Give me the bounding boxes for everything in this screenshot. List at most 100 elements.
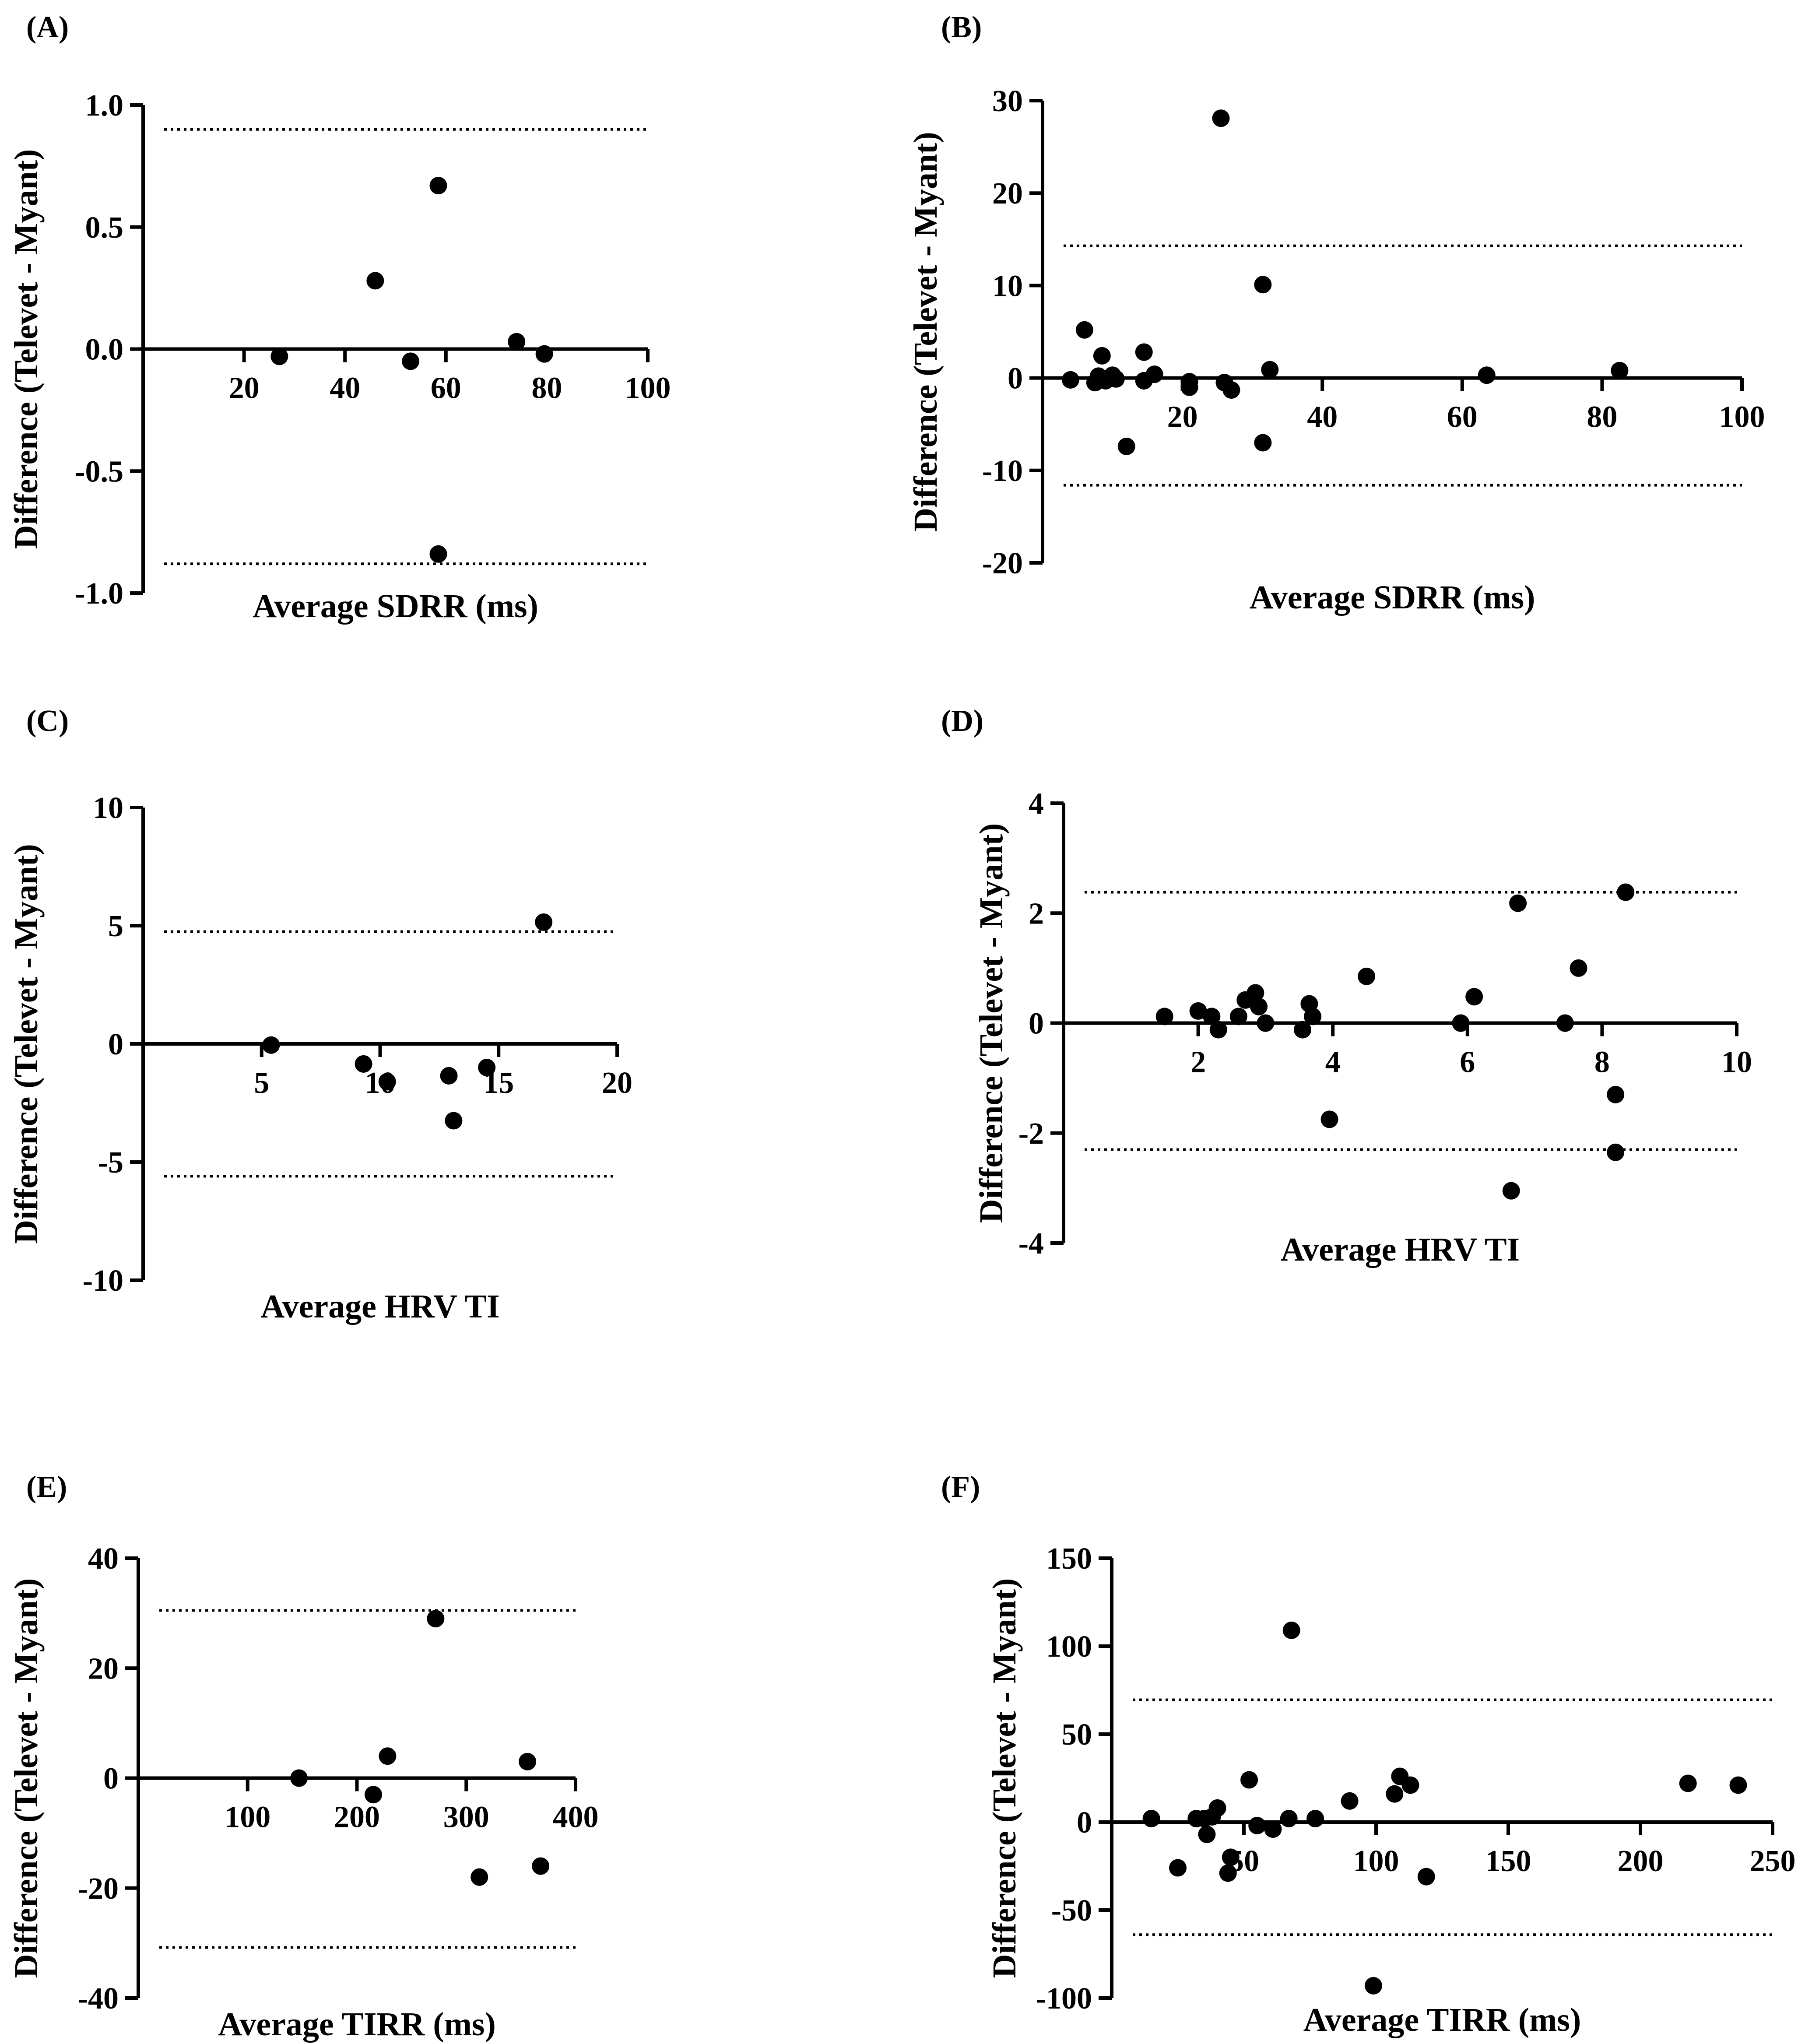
data-point <box>1607 1143 1625 1161</box>
data-point <box>429 545 447 563</box>
data-point <box>1280 1809 1298 1827</box>
x-axis-title: Average TIRR (ms) <box>218 2006 496 2043</box>
x-axis-title: Average TIRR (ms) <box>1303 2002 1581 2038</box>
data-point <box>378 1073 396 1091</box>
x-axis-title: Average SDRR (ms) <box>253 588 538 625</box>
data-point <box>445 1112 463 1130</box>
data-point <box>1282 1621 1300 1639</box>
y-tick-label: 100 <box>1046 1630 1092 1664</box>
x-tick-label: 20 <box>229 372 260 405</box>
data-point <box>1364 1977 1382 1995</box>
panel-label: (B) <box>941 11 982 44</box>
y-tick-label: -50 <box>1051 1894 1092 1928</box>
data-point <box>1341 1792 1359 1810</box>
y-tick-label: -1.0 <box>75 577 123 611</box>
data-point <box>535 345 553 363</box>
y-axis-title: Difference (Televet - Myant) <box>8 149 45 549</box>
y-tick-label: -20 <box>78 1872 119 1906</box>
y-tick-label: -100 <box>1036 1982 1092 2016</box>
data-point <box>1250 997 1268 1015</box>
data-point <box>1212 109 1230 127</box>
data-point <box>508 333 526 351</box>
data-point <box>1093 347 1111 365</box>
data-point <box>535 913 553 931</box>
data-point <box>1240 1771 1258 1789</box>
y-tick-label: 4 <box>1029 787 1044 821</box>
data-point <box>1061 371 1079 389</box>
panel-label: (E) <box>26 1470 67 1504</box>
y-tick-label: 20 <box>88 1652 119 1686</box>
x-tick-label: 100 <box>1353 1844 1399 1878</box>
y-tick-label: -10 <box>982 454 1023 488</box>
y-tick-label: 0 <box>1077 1806 1092 1840</box>
data-point <box>1117 437 1135 455</box>
data-point <box>1075 321 1093 339</box>
y-tick-label: -4 <box>1018 1227 1044 1261</box>
data-point <box>1304 1008 1322 1026</box>
y-tick-label: 150 <box>1046 1542 1092 1576</box>
x-tick-label: 100 <box>625 372 671 405</box>
panel-a: (A) 1.0 0.5 0.0 -0.5 -1.0 20 40 60 80 100 Average S… <box>8 11 671 625</box>
data-point <box>478 1059 496 1076</box>
data-point <box>427 1610 445 1628</box>
data-point <box>1198 1826 1216 1844</box>
data-point <box>1556 1014 1574 1032</box>
y-tick-label: 50 <box>1061 1718 1092 1752</box>
data-point <box>1107 370 1125 388</box>
data-point <box>1679 1774 1697 1792</box>
x-tick-label: 200 <box>334 1801 380 1834</box>
data-point <box>1229 1008 1247 1026</box>
data-point <box>1261 361 1279 379</box>
panel-label: (F) <box>941 1470 980 1504</box>
data-point <box>1478 366 1496 384</box>
data-point <box>532 1857 550 1875</box>
y-axis-title: Difference (Televet - Myant) <box>8 844 45 1244</box>
panel-d: (D) 4 2 0 -2 -4 2 4 6 8 10 Average HRV TI Difference… <box>941 704 1752 1268</box>
x-tick-label: 200 <box>1618 1844 1664 1878</box>
data-point <box>1264 1820 1282 1838</box>
y-tick-label: 20 <box>992 177 1023 211</box>
data-point <box>1570 959 1587 977</box>
data-point <box>440 1067 458 1085</box>
data-point <box>1142 1809 1160 1827</box>
y-axis-title: Difference (Televet - Myant) <box>973 823 1010 1223</box>
x-tick-label: 150 <box>1485 1844 1531 1878</box>
data-point <box>364 1786 382 1804</box>
x-tick-label: 400 <box>553 1801 599 1834</box>
y-axis-title: Difference (Televet - Myant) <box>8 1578 45 1978</box>
data-point <box>355 1055 372 1073</box>
x-tick-label: 100 <box>225 1801 270 1834</box>
panel-label: (A) <box>26 11 69 44</box>
y-tick-label: 0.0 <box>85 333 124 367</box>
y-tick-label: 0 <box>1029 1007 1044 1041</box>
x-axis-title: Average HRV TI <box>1281 1231 1520 1268</box>
data-point <box>1452 1014 1470 1032</box>
data-point <box>1222 1848 1240 1866</box>
y-axis-title: Difference (Televet - Myant) <box>986 1578 1023 1978</box>
y-tick-label: 0 <box>103 1762 119 1796</box>
data-point <box>1386 1785 1404 1803</box>
data-point <box>1320 1110 1338 1128</box>
data-point <box>1417 1868 1435 1886</box>
data-point <box>519 1753 537 1770</box>
x-tick-label: 250 <box>1750 1844 1796 1878</box>
data-point <box>1306 1809 1324 1827</box>
data-point <box>1169 1859 1187 1877</box>
y-tick-label: 5 <box>108 910 123 943</box>
data-point <box>1502 1182 1520 1200</box>
data-point <box>1180 378 1198 396</box>
data-point <box>1465 988 1483 1006</box>
data-point <box>270 348 288 365</box>
data-point <box>1203 1008 1221 1026</box>
x-axis-title: Average SDRR (ms) <box>1250 579 1535 616</box>
x-tick-label: 10 <box>1721 1046 1752 1079</box>
data-point <box>1145 365 1163 383</box>
x-tick-label: 4 <box>1325 1046 1341 1079</box>
x-tick-label: 60 <box>1447 400 1478 434</box>
panel-label: (D) <box>941 704 983 738</box>
x-tick-label: 2 <box>1190 1046 1206 1079</box>
y-tick-label: 0.5 <box>85 211 124 245</box>
data-point <box>1254 276 1272 294</box>
